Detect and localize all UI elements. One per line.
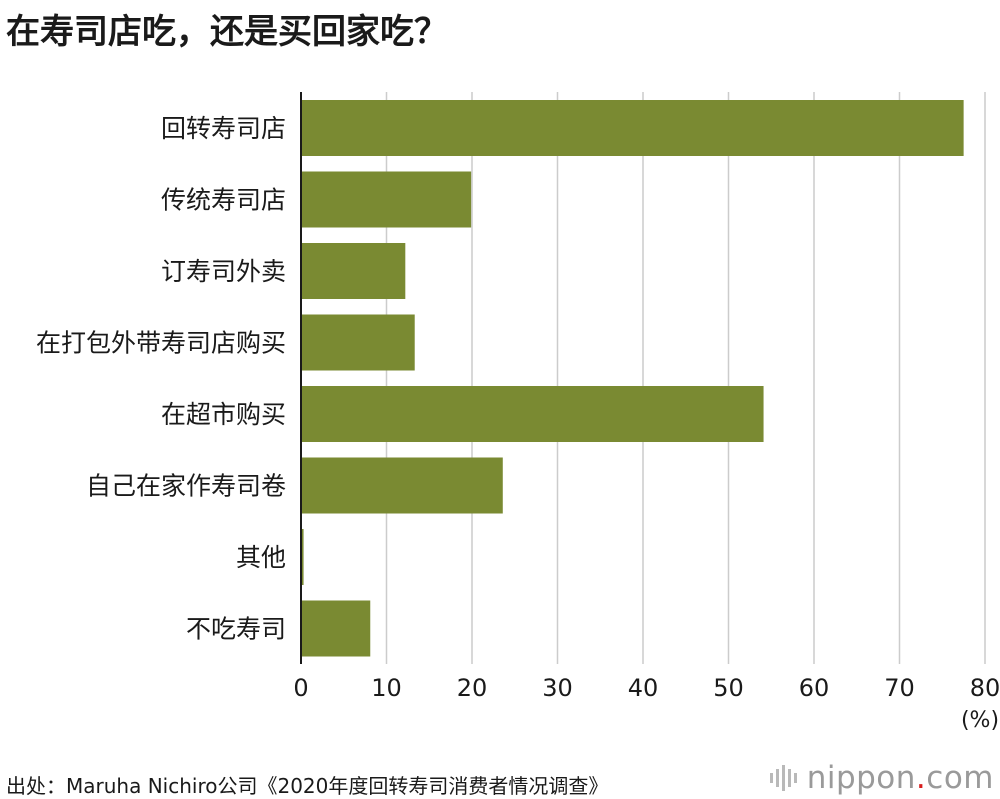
x-tick-label: 20 bbox=[457, 674, 488, 702]
x-tick-label: 40 bbox=[628, 674, 659, 702]
nippon-logo: nippon.com bbox=[769, 760, 994, 796]
x-tick-label: 50 bbox=[713, 674, 744, 702]
logo-bars-icon bbox=[769, 765, 797, 791]
x-tick-label: 60 bbox=[799, 674, 830, 702]
logo-text: nippon.com bbox=[807, 760, 994, 796]
x-unit-label: (%) bbox=[961, 708, 999, 733]
bar bbox=[301, 529, 304, 585]
bar bbox=[301, 171, 472, 228]
logo-suffix: com bbox=[926, 760, 994, 796]
source-note: 出处：Maruha Nichiro公司《2020年度回转寿司消费者情况调查》 bbox=[6, 774, 609, 798]
bar bbox=[301, 600, 371, 657]
bar bbox=[301, 100, 964, 156]
logo-name: nippon bbox=[806, 760, 916, 796]
x-tick-label: 80 bbox=[970, 674, 1000, 702]
bar bbox=[301, 457, 503, 514]
category-label: 订寿司外卖 bbox=[161, 257, 286, 286]
category-label: 自己在家作寿司卷 bbox=[86, 472, 286, 501]
x-tick-label: 30 bbox=[542, 674, 573, 702]
category-label: 在超市购买 bbox=[161, 400, 286, 429]
x-tick-label: 10 bbox=[371, 674, 402, 702]
category-label: 不吃寿司 bbox=[186, 615, 286, 644]
category-label: 回转寿司店 bbox=[161, 114, 286, 143]
category-label: 传统寿司店 bbox=[161, 186, 286, 215]
category-label: 其他 bbox=[236, 543, 286, 572]
category-label: 在打包外带寿司店购买 bbox=[36, 329, 286, 358]
x-tick-label: 70 bbox=[884, 674, 915, 702]
bar bbox=[301, 386, 764, 442]
logo-dot: . bbox=[915, 760, 927, 796]
x-tick-label: 0 bbox=[293, 674, 308, 702]
bar bbox=[301, 314, 415, 371]
chart-title: 在寿司店吃，还是买回家吃？ bbox=[6, 12, 448, 52]
bar bbox=[301, 243, 406, 299]
